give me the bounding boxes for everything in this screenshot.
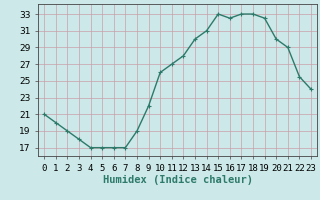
X-axis label: Humidex (Indice chaleur): Humidex (Indice chaleur) <box>103 175 252 185</box>
